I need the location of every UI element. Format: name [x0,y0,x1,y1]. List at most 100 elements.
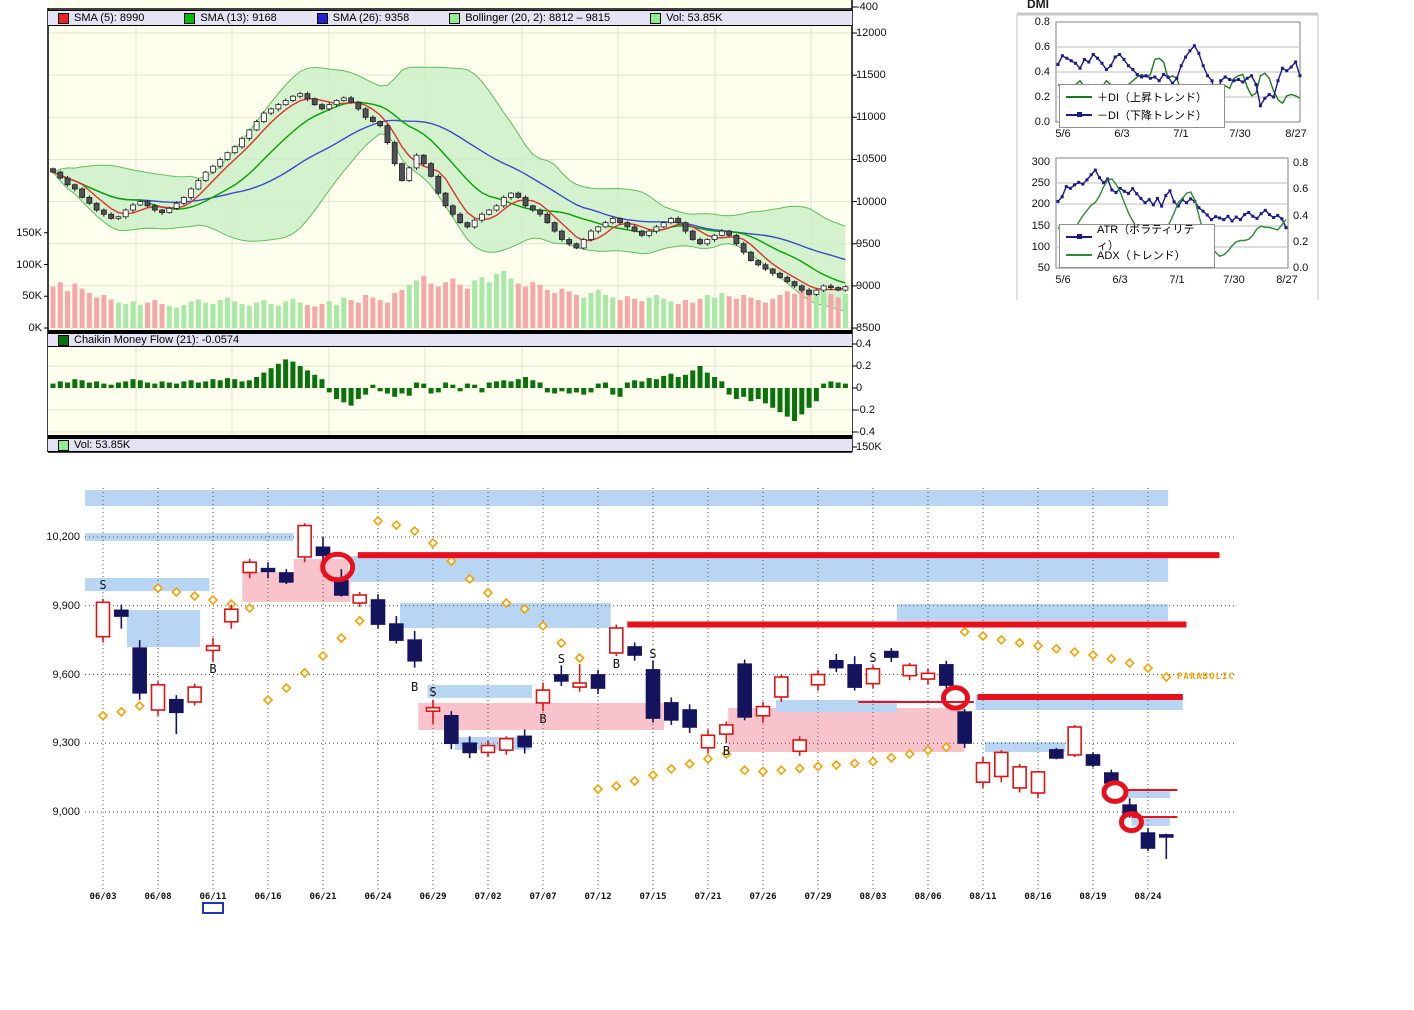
atr-left-tick: 300 [1031,156,1050,168]
sar-dot [1069,646,1080,658]
candle [471,219,478,228]
legend-label: SMA (13): 9168 [200,12,277,24]
sar-dot [244,602,255,614]
daily-date-label: 06/16 [254,892,282,902]
sar-dot [482,587,494,599]
candle [551,222,558,232]
candle [493,205,500,211]
candle [130,204,136,211]
candle [733,234,740,245]
candle [210,165,216,173]
atr-right-tick: 0.8 [1293,157,1309,169]
candle [784,277,791,283]
sar-dot [116,706,127,717]
daily-candle [865,667,881,685]
sma26-swatch-icon [316,12,328,24]
vol-legend-bar: Vol: 53.85K [48,438,852,452]
sar-dot [409,525,420,537]
atr-left-tick: 100 [1031,241,1050,253]
price-axis-label: 10000 [856,195,887,208]
signal-circles [320,551,1144,834]
cutoff-blue-rect [202,902,224,914]
sar-dot [317,650,329,662]
candle [638,230,645,236]
candle [769,268,776,274]
dmi-x-tick: 5/6 [1055,128,1071,140]
sar-dot [721,748,732,760]
price-axis-label: 9500 [856,237,881,250]
legend-label: Vol: 53.85K [74,439,131,451]
legend-item-vol: Vol: 53.85K [640,12,722,24]
chaikin-axis-label: 0.4 [856,338,872,350]
atr-right-tick: 0.0 [1293,262,1309,274]
daily-date-label: 07/12 [584,892,612,902]
daily-date-label: 08/19 [1079,892,1107,902]
dmi-x-tick: 7/30 [1229,128,1251,140]
sar-dot [189,590,200,602]
sar-dot [1142,662,1154,674]
candle [173,202,180,209]
volume-axis-label: 100K [16,258,42,271]
candle [79,188,85,198]
daily-candle [1049,749,1064,759]
legend-label: Chaikin Money Flow (21): -0.0574 [74,334,240,346]
sar-dot [611,780,622,792]
atr-x-tick: 7/30 [1223,274,1245,286]
candle [290,95,296,101]
support-zone [85,578,210,592]
daily-price-label: 9,600 [52,668,80,681]
daily-candle [994,751,1009,778]
sar-dot [391,519,402,531]
daily-candle [352,594,367,604]
candle [791,281,798,287]
candle [726,230,733,236]
daily-candle [847,664,862,688]
candle [239,137,245,148]
candle [166,207,173,213]
daily-candle [957,711,972,744]
daily-date-label: 06/21 [309,892,337,902]
candle [660,222,667,228]
price-axis-label: 10500 [856,153,887,166]
candle [631,226,638,232]
support-zone [1127,789,1170,799]
candle [413,154,420,169]
minus-di-line-icon [1066,112,1092,117]
sar-dot [977,630,989,642]
daily-date-label: 06/24 [364,892,392,902]
daily-date-label: 07/02 [474,892,502,902]
sar-dot [629,775,640,787]
candle [842,286,849,291]
candle [755,260,762,266]
buy-signal-label: B [209,662,217,677]
daily-candle [480,744,496,754]
candle [697,239,703,245]
dmi-x-tick: 7/1 [1173,128,1189,140]
price-candles [50,91,849,296]
candle [500,196,507,207]
daily-candle [719,724,734,735]
candle [718,230,725,236]
daily-candle [315,546,331,557]
atr-left-tick: 250 [1031,177,1050,189]
buy-signal-label: B [722,743,730,758]
candle [326,104,333,110]
daily-candle [774,676,789,698]
sar-dot [262,694,274,706]
candle [268,108,275,114]
price-axis-label: 12000 [856,27,887,39]
candle [442,192,449,207]
candle [304,93,311,100]
candle [144,201,151,207]
daily-date-label: 07/15 [639,892,667,902]
candle [246,129,253,139]
sar-dot [1032,640,1044,651]
sar-dot [446,555,457,567]
daily-candle [884,650,899,658]
candle [682,222,689,232]
legend-item-sma5: SMA (5): 8990 [48,12,144,24]
candle [704,239,711,245]
atr-series [1056,168,1288,257]
volume-axis-label: 0K [28,322,42,334]
